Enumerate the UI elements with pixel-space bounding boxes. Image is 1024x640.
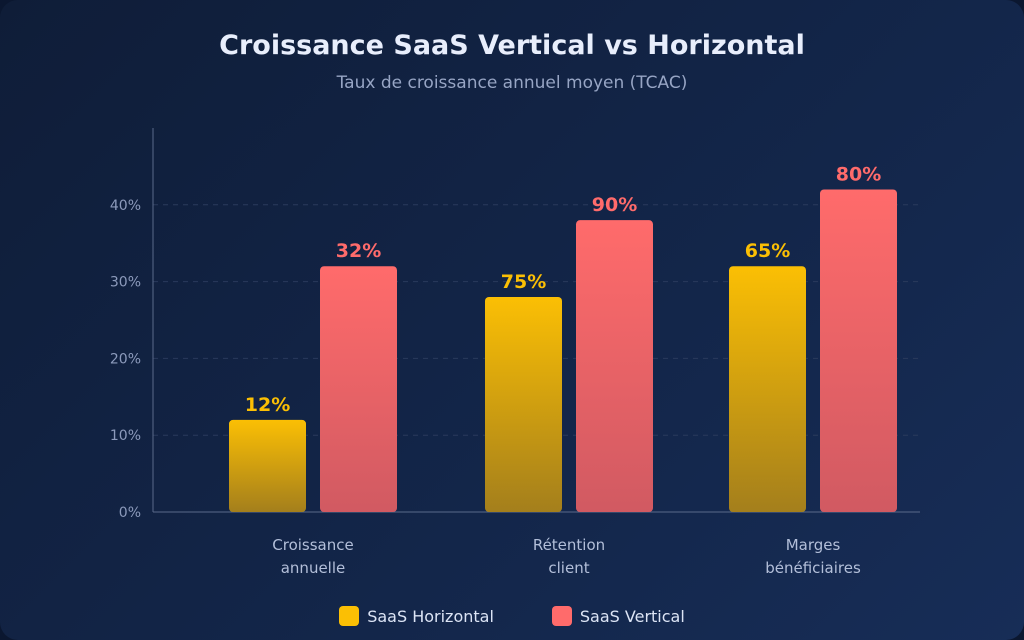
bar-vertical	[820, 189, 897, 512]
y-tick-label: 20%	[110, 351, 141, 367]
y-tick-label: 30%	[110, 275, 141, 291]
chart-subtitle: Taux de croissance annuel moyen (TCAC)	[336, 73, 688, 93]
chart-title: Croissance SaaS Vertical vs Horizontal	[219, 30, 805, 61]
data-label-vertical: 90%	[592, 194, 637, 216]
x-category-label: Rétention	[533, 536, 605, 554]
y-tick-label: 10%	[110, 428, 141, 444]
x-category-label: bénéficiaires	[765, 559, 861, 577]
legend-label-vertical: SaaS Vertical	[579, 606, 685, 626]
data-label-horizontal: 75%	[501, 271, 546, 293]
bar-horizontal	[229, 419, 306, 512]
bars	[229, 189, 897, 512]
x-category-label: annuelle	[281, 559, 346, 577]
bar-vertical	[320, 266, 397, 512]
data-label-vertical: 32%	[336, 240, 381, 262]
data-label-vertical: 80%	[836, 163, 881, 185]
legend-swatch-vertical	[551, 606, 572, 626]
bar-vertical	[576, 220, 653, 512]
x-category-label: client	[548, 559, 589, 577]
legend-label-horizontal: SaaS Horizontal	[367, 606, 494, 626]
data-label-horizontal: 65%	[745, 240, 790, 262]
bar-horizontal	[485, 296, 562, 512]
y-tick-label: 40%	[110, 198, 141, 214]
x-category-label: Marges	[786, 536, 841, 554]
x-category-label: Croissance	[272, 536, 353, 554]
bar-chart: 0% 10% 20% 30% 40% 12% 32% Croissance annuelle 7…	[110, 128, 920, 577]
y-tick-label: 0%	[119, 505, 141, 521]
legend-swatch-horizontal	[339, 606, 360, 626]
legend: SaaS Horizontal SaaS Vertical	[0, 606, 1024, 626]
labels: 12% 32% Croissance annuelle 75% 90% Rétention c…	[245, 163, 881, 577]
data-label-horizontal: 12%	[245, 394, 290, 416]
legend-item-horizontal: SaaS Horizontal	[339, 606, 494, 626]
legend-item-vertical: SaaS Vertical	[551, 606, 685, 626]
bar-horizontal	[729, 266, 806, 512]
